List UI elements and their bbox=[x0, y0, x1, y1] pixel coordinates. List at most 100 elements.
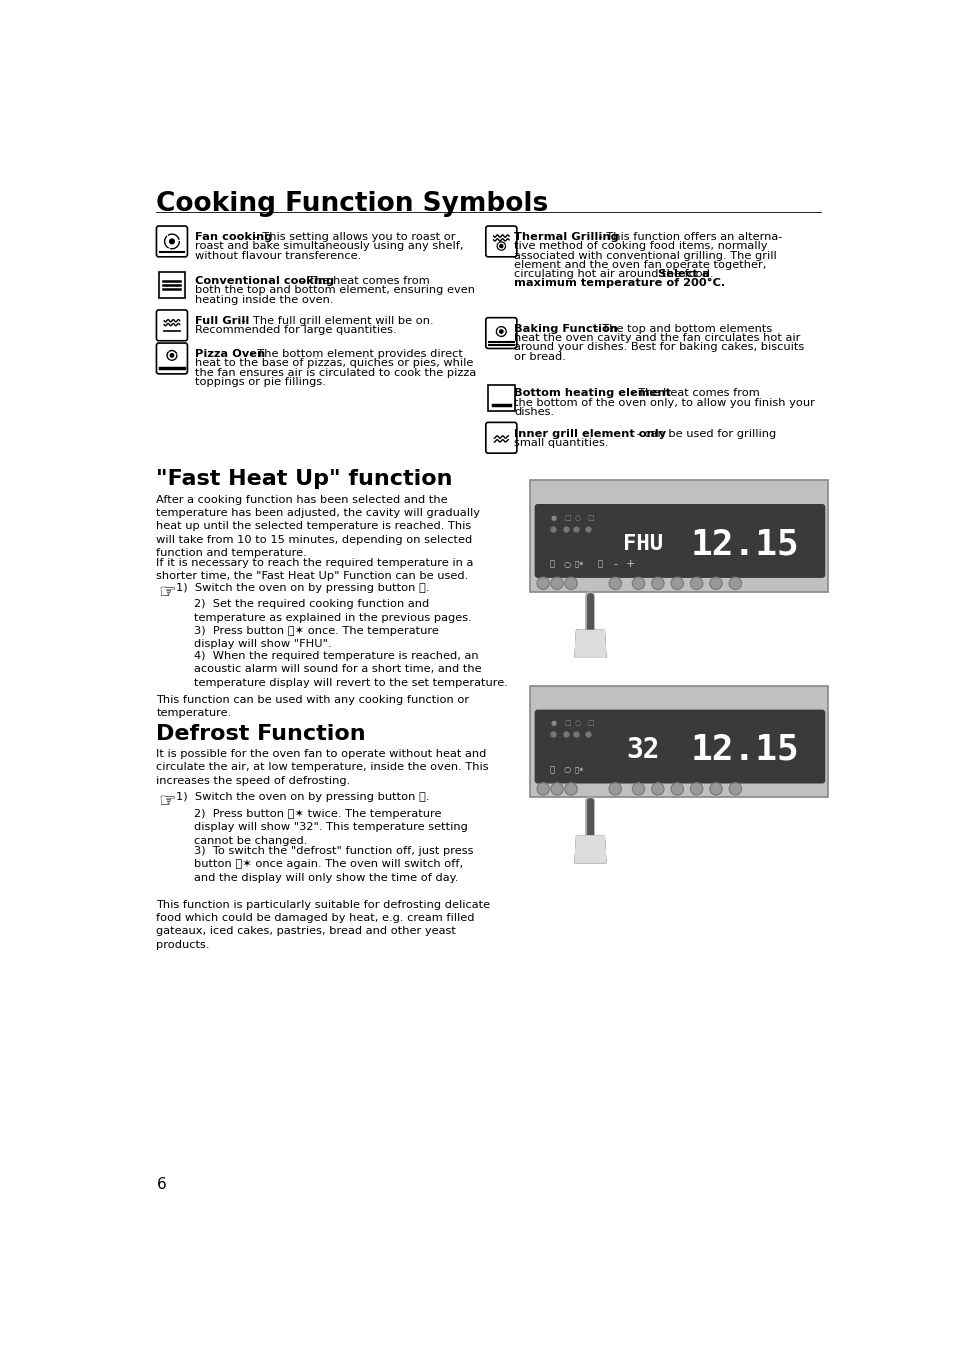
Text: -: - bbox=[613, 559, 617, 569]
Circle shape bbox=[564, 577, 577, 589]
Circle shape bbox=[499, 245, 502, 247]
Text: element and the oven fan operate together,: element and the oven fan operate togethe… bbox=[514, 259, 766, 270]
Text: □: □ bbox=[563, 720, 570, 727]
Circle shape bbox=[728, 577, 740, 589]
Text: ○: ○ bbox=[563, 765, 570, 774]
Circle shape bbox=[608, 782, 620, 794]
Text: FHU: FHU bbox=[622, 535, 662, 554]
Text: - The heat comes from: - The heat comes from bbox=[296, 276, 429, 286]
Text: □: □ bbox=[563, 515, 570, 521]
Text: maximum temperature of 200°C.: maximum temperature of 200°C. bbox=[514, 278, 725, 289]
Text: dishes.: dishes. bbox=[514, 407, 554, 417]
Text: ○: ○ bbox=[563, 559, 570, 569]
Bar bbox=[158, 273, 185, 299]
Circle shape bbox=[632, 782, 644, 794]
Text: or bread.: or bread. bbox=[514, 351, 566, 362]
Text: Cooking Function Symbols: Cooking Function Symbols bbox=[156, 192, 548, 218]
Text: 32: 32 bbox=[625, 736, 659, 763]
Text: This function can be used with any cooking function or
temperature.: This function can be used with any cooki… bbox=[156, 694, 469, 719]
Text: 3)  To switch the "defrost" function off, just press
button ⓘ✶ once again. The o: 3) To switch the "defrost" function off,… bbox=[193, 846, 473, 882]
Text: Bottom heating element: Bottom heating element bbox=[514, 389, 671, 399]
Circle shape bbox=[709, 782, 721, 794]
FancyBboxPatch shape bbox=[534, 504, 824, 578]
FancyBboxPatch shape bbox=[534, 709, 824, 784]
Polygon shape bbox=[575, 836, 605, 863]
Text: circulating hot air around the food.: circulating hot air around the food. bbox=[514, 269, 717, 280]
Text: ☞: ☞ bbox=[158, 792, 175, 811]
Text: -  The full grill element will be on.: - The full grill element will be on. bbox=[237, 316, 433, 326]
Text: ●: ● bbox=[550, 720, 556, 727]
Text: heating inside the oven.: heating inside the oven. bbox=[195, 295, 334, 304]
Text: Defrost Function: Defrost Function bbox=[156, 724, 366, 744]
FancyBboxPatch shape bbox=[530, 686, 827, 797]
Text: around your dishes. Best for baking cakes, biscuits: around your dishes. Best for baking cake… bbox=[514, 342, 804, 353]
Text: +: + bbox=[625, 559, 635, 569]
Text: ⓪: ⓪ bbox=[597, 559, 601, 569]
Text: heat to the base of pizzas, quiches or pies, while: heat to the base of pizzas, quiches or p… bbox=[195, 358, 473, 369]
Circle shape bbox=[728, 782, 740, 794]
Text: Pizza Oven: Pizza Oven bbox=[195, 349, 265, 359]
Circle shape bbox=[670, 577, 682, 589]
Text: Full Grill: Full Grill bbox=[195, 316, 250, 326]
Circle shape bbox=[690, 577, 702, 589]
Text: If it is necessary to reach the required temperature in a
shorter time, the "Fas: If it is necessary to reach the required… bbox=[156, 558, 474, 581]
Circle shape bbox=[670, 782, 682, 794]
Circle shape bbox=[608, 577, 620, 589]
Text: - can be used for grilling: - can be used for grilling bbox=[633, 428, 776, 439]
Text: □: □ bbox=[586, 515, 593, 521]
Circle shape bbox=[651, 782, 663, 794]
Text: toppings or pie fillings.: toppings or pie fillings. bbox=[195, 377, 326, 386]
Text: ○: ○ bbox=[575, 515, 580, 521]
Text: Baking Function: Baking Function bbox=[514, 324, 618, 334]
Text: 2)  Press button ⓘ✶ twice. The temperature
display will show "32". This temperat: 2) Press button ⓘ✶ twice. The temperatur… bbox=[193, 809, 467, 846]
Circle shape bbox=[550, 577, 562, 589]
Text: tive method of cooking food items, normally: tive method of cooking food items, norma… bbox=[514, 242, 767, 251]
Text: ○: ○ bbox=[575, 720, 580, 727]
Text: ☞: ☞ bbox=[158, 582, 175, 601]
Circle shape bbox=[170, 239, 174, 243]
Circle shape bbox=[690, 782, 702, 794]
Text: ⓘ✶: ⓘ✶ bbox=[574, 561, 584, 567]
Text: Inner grill element only: Inner grill element only bbox=[514, 428, 666, 439]
Text: "Fast Heat Up" function: "Fast Heat Up" function bbox=[156, 469, 453, 489]
Text: 12.15: 12.15 bbox=[690, 527, 799, 562]
Text: ⓘ: ⓘ bbox=[549, 765, 554, 774]
Text: 2)  Set the required cooking function and
temperature as explained in the previo: 2) Set the required cooking function and… bbox=[193, 600, 471, 623]
Text: associated with conventional grilling. The grill: associated with conventional grilling. T… bbox=[514, 251, 777, 261]
Text: small quantities.: small quantities. bbox=[514, 438, 608, 447]
Text: 6: 6 bbox=[156, 1177, 166, 1192]
Text: Thermal Grilling: Thermal Grilling bbox=[514, 232, 618, 242]
Text: ⓘ✶: ⓘ✶ bbox=[574, 766, 584, 773]
Circle shape bbox=[537, 782, 549, 794]
Text: 1)  Switch the oven on by pressing button ⓘ.: 1) Switch the oven on by pressing button… bbox=[175, 792, 429, 802]
Text: Recommended for large quantities.: Recommended for large quantities. bbox=[195, 326, 396, 335]
Circle shape bbox=[537, 577, 549, 589]
Circle shape bbox=[651, 577, 663, 589]
Text: - The top and bottom elements: - The top and bottom elements bbox=[591, 324, 772, 334]
Text: 12.15: 12.15 bbox=[690, 734, 799, 767]
Text: 1)  Switch the oven on by pressing button ⓘ.: 1) Switch the oven on by pressing button… bbox=[175, 582, 429, 593]
FancyBboxPatch shape bbox=[530, 480, 827, 592]
Text: Fan cooking: Fan cooking bbox=[195, 232, 273, 242]
Circle shape bbox=[170, 354, 173, 357]
Circle shape bbox=[632, 577, 644, 589]
Text: It is possible for the oven fan to operate without heat and
circulate the air, a: It is possible for the oven fan to opera… bbox=[156, 748, 489, 785]
Text: □: □ bbox=[586, 720, 593, 727]
Bar bbox=[488, 385, 514, 411]
Text: heat the oven cavity and the fan circulates hot air: heat the oven cavity and the fan circula… bbox=[514, 334, 800, 343]
Text: ●: ● bbox=[550, 515, 556, 521]
Circle shape bbox=[499, 330, 502, 334]
Text: ⓘ: ⓘ bbox=[549, 559, 554, 569]
Text: the bottom of the oven only, to allow you finish your: the bottom of the oven only, to allow yo… bbox=[514, 397, 815, 408]
Text: - The heat comes from: - The heat comes from bbox=[626, 389, 759, 399]
Circle shape bbox=[709, 577, 721, 589]
Text: This function is particularly suitable for defrosting delicate
food which could : This function is particularly suitable f… bbox=[156, 900, 490, 950]
Text: 4)  When the required temperature is reached, an
acoustic alarm will sound for a: 4) When the required temperature is reac… bbox=[193, 651, 507, 688]
Circle shape bbox=[550, 782, 562, 794]
Text: without flavour transference.: without flavour transference. bbox=[195, 251, 361, 261]
Text: After a cooking function has been selected and the
temperature has been adjusted: After a cooking function has been select… bbox=[156, 494, 480, 558]
Text: 3)  Press button ⓘ✶ once. The temperature
display will show "FHU".: 3) Press button ⓘ✶ once. The temperature… bbox=[193, 626, 438, 650]
Polygon shape bbox=[575, 631, 605, 657]
Text: Select a: Select a bbox=[658, 269, 709, 280]
Text: both the top and bottom element, ensuring even: both the top and bottom element, ensurin… bbox=[195, 285, 475, 296]
